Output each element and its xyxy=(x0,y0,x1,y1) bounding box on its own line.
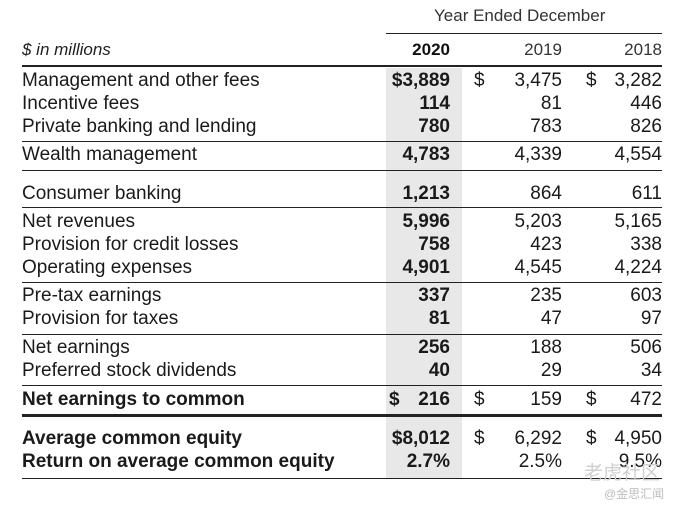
value-2018: 34 xyxy=(640,360,662,381)
value-2020: 81 xyxy=(428,308,450,329)
value-2019: 188 xyxy=(530,337,562,358)
value-2018: 506 xyxy=(630,337,662,358)
value-2018: 338 xyxy=(630,234,662,255)
year-2020-header: 2020 xyxy=(412,40,450,59)
value-2018: 611 xyxy=(631,183,662,204)
period-underline xyxy=(386,33,662,34)
value-2020: 216 xyxy=(418,389,450,410)
value-2019: 5,203 xyxy=(514,211,562,232)
section-rule xyxy=(22,282,662,283)
section-rule xyxy=(22,334,662,335)
value-2020: 4,901 xyxy=(402,257,450,278)
section-rule xyxy=(22,207,662,208)
row-label: Management and other fees xyxy=(22,70,260,91)
value-2019: 4,339 xyxy=(514,144,562,165)
currency-2019: $ xyxy=(474,428,485,449)
value-2018: 446 xyxy=(630,93,662,114)
units-label: $ in millions xyxy=(22,40,111,59)
value-2020: $3,889 xyxy=(391,70,450,91)
row-label: Provision for credit losses xyxy=(22,234,239,255)
row-label: Consumer banking xyxy=(22,183,182,204)
value-2019: 864 xyxy=(530,183,562,204)
value-2020: 256 xyxy=(418,337,450,358)
value-2020: 4,783 xyxy=(402,144,450,165)
value-2020: 1,213 xyxy=(402,183,450,204)
row-label: Provision for taxes xyxy=(22,308,179,329)
highlight-band-2020 xyxy=(386,68,462,478)
row-label: Average common equity xyxy=(22,428,242,449)
row-label: Pre-tax earnings xyxy=(22,285,162,306)
value-2020: $8,012 xyxy=(391,428,450,449)
value-2020: 780 xyxy=(418,116,450,137)
section-rule xyxy=(22,170,662,171)
value-2019: 159 xyxy=(530,389,562,410)
row-label: Net earnings to common xyxy=(22,389,245,410)
currency-2018: $ xyxy=(586,389,597,410)
value-2019: 423 xyxy=(530,234,562,255)
value-2019: 2.5% xyxy=(518,451,562,472)
subtotal-rule xyxy=(22,141,662,142)
value-2018: 4,554 xyxy=(614,144,662,165)
header-rule xyxy=(22,65,662,67)
value-2020: 40 xyxy=(428,360,450,381)
row-label: Return on average common equity xyxy=(22,451,335,472)
value-2018: 4,224 xyxy=(614,257,662,278)
currency-2018: $ xyxy=(586,70,597,91)
value-2019: 3,475 xyxy=(514,70,562,91)
watermark-sub: @金思汇闻 xyxy=(604,487,665,501)
total-rule xyxy=(22,414,662,417)
value-2020: 114 xyxy=(419,93,450,114)
row-label: Preferred stock dividends xyxy=(22,360,237,381)
value-2018: 4,950 xyxy=(614,428,662,449)
period-label: Year Ended December xyxy=(434,6,606,25)
value-2019: 6,292 xyxy=(514,428,562,449)
row-label: Wealth management xyxy=(22,144,197,165)
currency-2018: $ xyxy=(586,428,597,449)
value-2019: 4,545 xyxy=(514,257,562,278)
watermark: 老虎社区 xyxy=(584,458,660,485)
row-label: Private banking and lending xyxy=(22,116,257,137)
year-2019-header: 2019 xyxy=(524,40,562,59)
value-2018: 3,282 xyxy=(614,70,662,91)
value-2020: 5,996 xyxy=(402,211,450,232)
row-label: Net revenues xyxy=(22,211,136,232)
value-2020: 337 xyxy=(418,285,450,306)
value-2019: 783 xyxy=(530,116,562,137)
value-2020: 2.7% xyxy=(406,451,450,472)
row-label: Net earnings xyxy=(22,337,130,358)
value-2019: 81 xyxy=(540,93,562,114)
currency-2019: $ xyxy=(474,70,485,91)
currency-2020: $ xyxy=(389,389,400,410)
bottom-rule xyxy=(22,478,662,479)
value-2020: 758 xyxy=(418,234,450,255)
value-2018: 826 xyxy=(630,116,662,137)
value-2018: 603 xyxy=(630,285,662,306)
watermark-main: 老虎社区 xyxy=(584,463,661,484)
currency-2019: $ xyxy=(474,389,485,410)
value-2018: 97 xyxy=(640,308,662,329)
value-2019: 235 xyxy=(530,285,562,306)
row-label: Operating expenses xyxy=(22,257,193,278)
value-2019: 29 xyxy=(540,360,562,381)
value-2019: 47 xyxy=(540,308,562,329)
value-2018: 9.5% xyxy=(618,451,662,472)
section-rule xyxy=(22,385,662,386)
value-2018: 472 xyxy=(630,389,662,410)
value-2018: 5,165 xyxy=(614,211,662,232)
row-label: Incentive fees xyxy=(22,93,140,114)
year-2018-header: 2018 xyxy=(624,40,662,59)
